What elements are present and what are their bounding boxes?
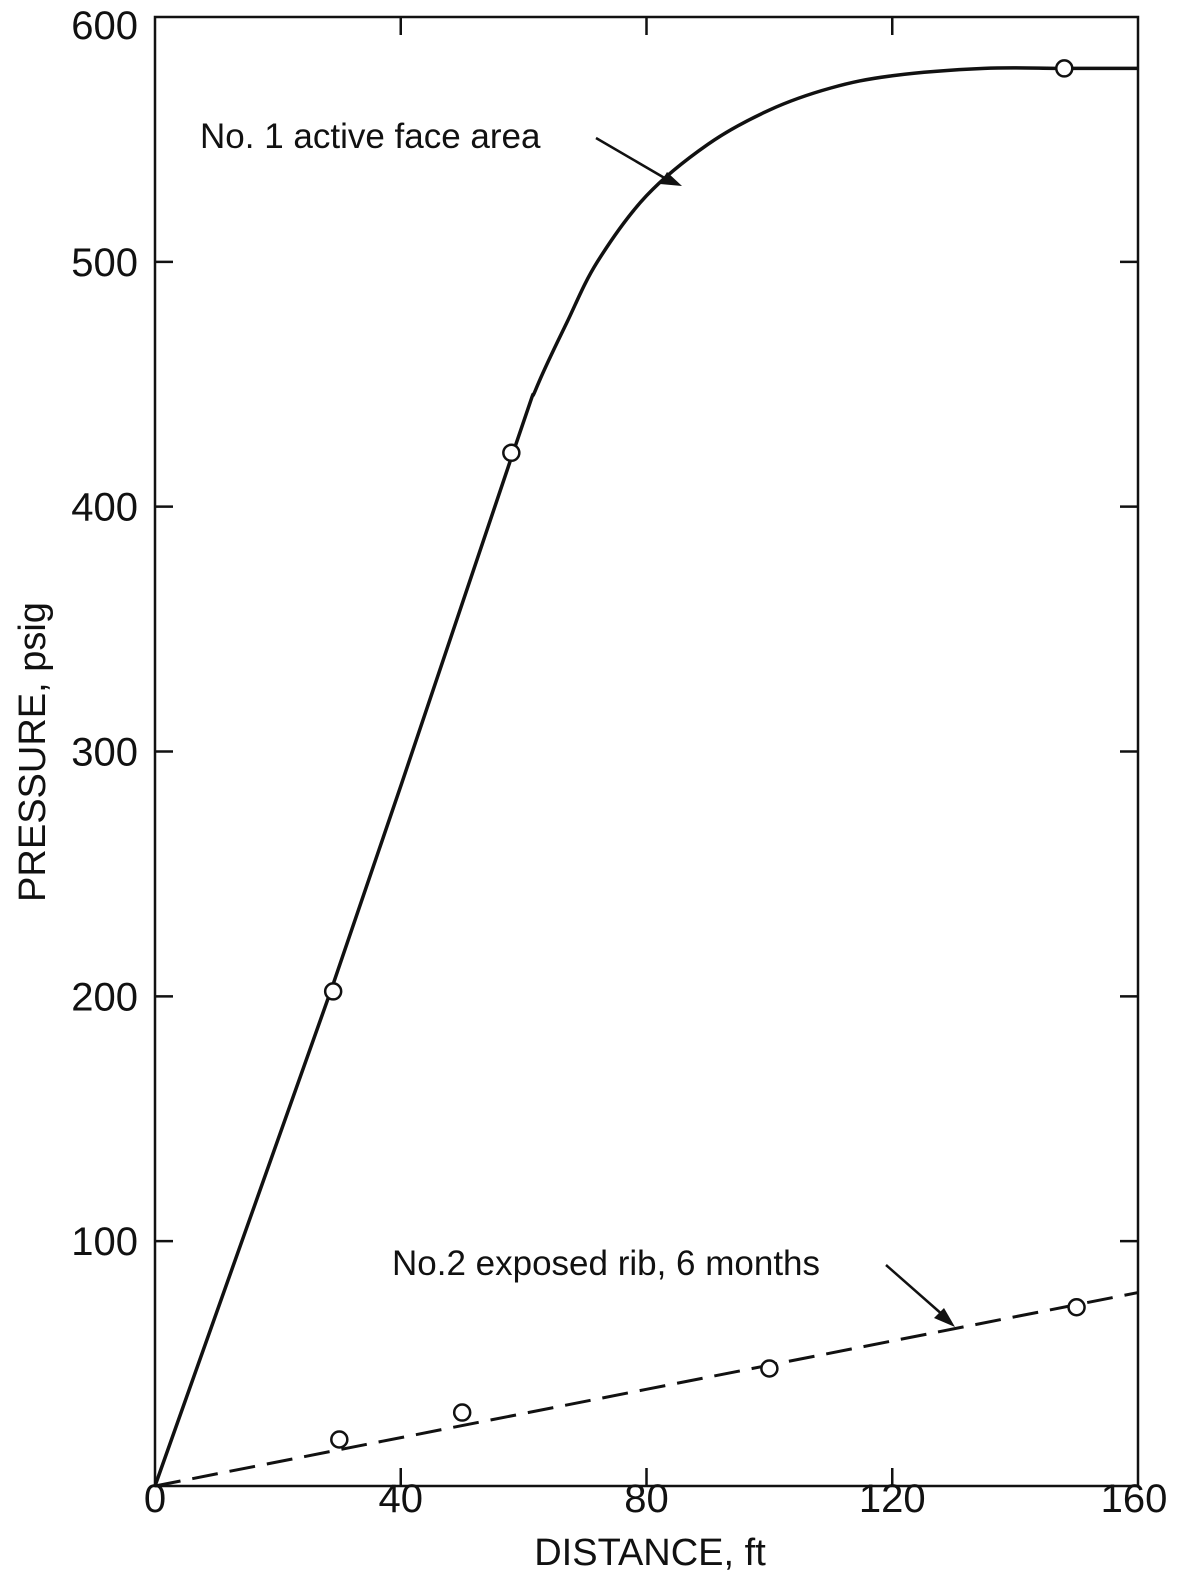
axis-ticks [155,17,1138,1486]
y-tick-labels: 100 200 300 400 500 600 [71,4,138,1264]
series-line-2 [154,1291,1139,1488]
series-1-point-3 [1055,59,1074,78]
annotation-series-2: No.2 exposed rib, 6 months [392,1244,820,1283]
series-group [153,59,1139,1488]
series-2-point-2 [452,1403,472,1422]
series-2-point-3 [760,1359,779,1378]
y-tick-label-3: 400 [71,486,138,530]
y-tick-label-4: 500 [71,241,138,285]
annotation-leader-1 [595,136,669,182]
y-tick-label-2: 300 [71,731,138,775]
y-axis-title: PRESSURE, psig [12,602,54,902]
y-tick-label-0: 100 [71,1220,138,1264]
series-1-point-1 [323,982,343,1001]
x-tick-label-1: 40 [379,1477,424,1521]
series-line-1 [153,66,1138,1487]
x-axis-title: DISTANCE, ft [534,1532,766,1573]
series-2-point-1 [330,1430,349,1449]
annotation-leader-2 [885,1264,945,1317]
annotation-arrowhead-2 [934,1308,955,1327]
x-tick-label-0: 0 [144,1477,166,1521]
series-1-point-2 [502,443,521,463]
y-tick-label-1: 200 [71,975,138,1019]
series-2-point-4 [1067,1298,1086,1317]
annotation-arrowhead-1 [660,172,682,186]
x-tick-label-4: 160 [1101,1477,1168,1521]
x-tick-label-2: 80 [624,1477,669,1521]
annotation-series-1: No. 1 active face area [200,117,541,156]
y-tick-label-5: 600 [71,4,138,48]
x-tick-labels: 0 40 80 120 160 [144,1477,1168,1521]
x-tick-label-3: 120 [859,1477,926,1521]
